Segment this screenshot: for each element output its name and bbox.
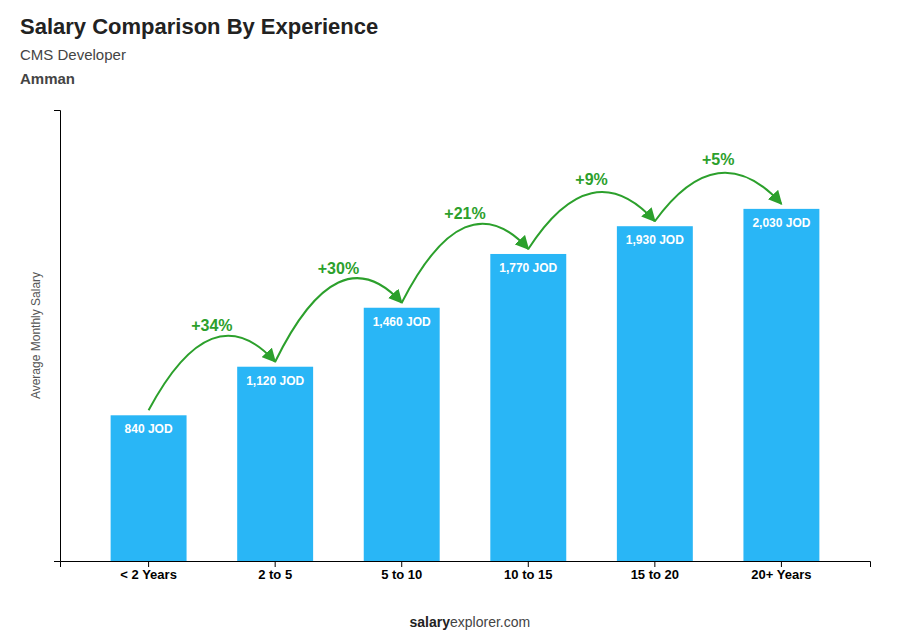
- x-tick: 20+ Years: [751, 561, 811, 582]
- bars: [111, 209, 820, 561]
- change-arrow: [402, 224, 529, 303]
- data-label: 1,770 JOD: [499, 261, 557, 275]
- x-axis-line: [61, 562, 871, 568]
- x-tick: < 2 Years: [120, 561, 177, 582]
- data-label: 840 JOD: [125, 422, 173, 436]
- x-tick-mark: [781, 561, 782, 567]
- change-arrow: [655, 173, 782, 221]
- y-axis: [54, 111, 61, 562]
- x-tick-mark: [401, 561, 402, 567]
- x-tick-mark: [528, 561, 529, 567]
- x-tick-label: < 2 Years: [120, 567, 177, 582]
- footer: explorer.com: [450, 614, 530, 630]
- chart-svg: Salary Comparison By Experience CMS Devel…: [0, 0, 900, 641]
- footer: salary: [410, 614, 451, 630]
- x-tick-label: 15 to 20: [631, 567, 679, 582]
- plot: < 2 Years 2 to 5 5 to 10 10 to 15 15 to 20 20…: [54, 111, 871, 583]
- change-label: +30%: [318, 260, 359, 277]
- bar: [111, 415, 187, 561]
- change-label: +34%: [191, 317, 232, 334]
- x-tick-mark: [148, 561, 149, 567]
- x-tick-label: 5 to 10: [381, 567, 422, 582]
- x-tick-mark: [654, 561, 655, 567]
- x-tick-label: 10 to 15: [504, 567, 552, 582]
- data-label: 1,930 JOD: [626, 233, 684, 247]
- x-tick: 5 to 10: [381, 561, 422, 582]
- data-label: 1,120 JOD: [246, 374, 304, 388]
- y-axis-line: [54, 111, 61, 562]
- x-tick-label: 20+ Years: [751, 567, 811, 582]
- annotations: +34% +30% +21% +9% +5%: [149, 151, 782, 410]
- bar: [617, 226, 693, 561]
- change-label: +21%: [444, 205, 485, 222]
- change-arrow: [528, 192, 655, 249]
- bar: [237, 367, 313, 561]
- bar: [490, 254, 566, 561]
- data-labels: 840 JOD 1,120 JOD 1,460 JOD 1,770 JOD 1,930 …: [125, 216, 811, 436]
- x-axis: < 2 Years 2 to 5 5 to 10 10 to 15 15 to 20 20…: [61, 561, 871, 582]
- bar: [364, 308, 440, 561]
- x-tick-label: 2 to 5: [258, 567, 292, 582]
- title: Salary Comparison By Experience: [20, 14, 378, 39]
- x-tick: 10 to 15: [504, 561, 552, 582]
- x-tick-mark: [275, 561, 276, 567]
- data-label: 2,030 JOD: [752, 216, 810, 230]
- subtitle: CMS Developer: [20, 46, 126, 63]
- x-tick: 15 to 20: [631, 561, 679, 582]
- bar: [743, 209, 819, 561]
- y-axis-title: Average Monthly Salary: [29, 272, 43, 399]
- location: Amman: [20, 70, 75, 87]
- change-label: +5%: [702, 151, 734, 168]
- data-label: 1,460 JOD: [373, 315, 431, 329]
- change-label: +9%: [575, 171, 607, 188]
- x-tick: 2 to 5: [258, 561, 292, 582]
- change-arrow: [149, 336, 276, 411]
- change-arrow: [275, 278, 402, 362]
